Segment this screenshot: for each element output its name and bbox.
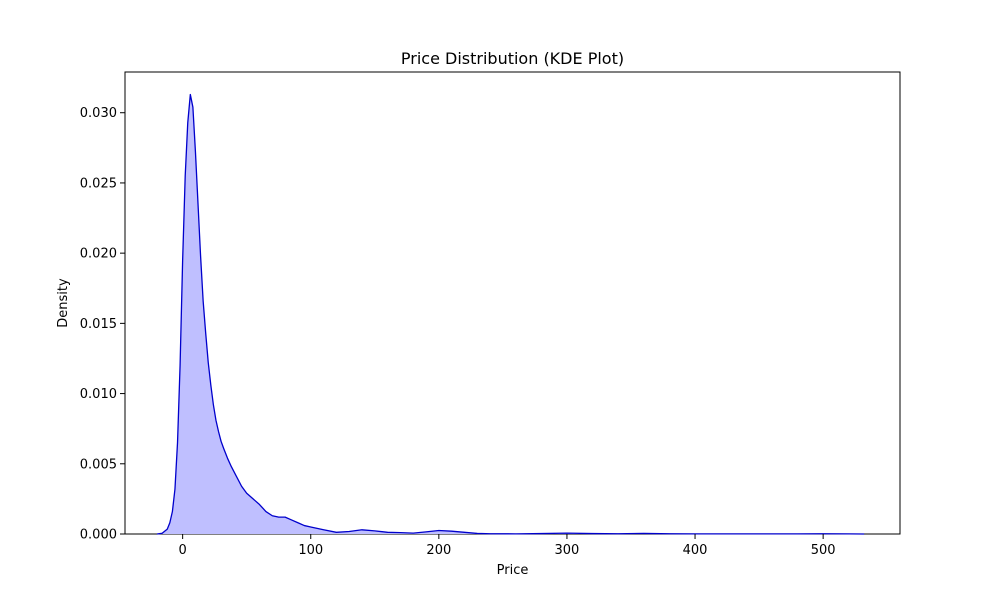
x-tick-label: 0: [179, 543, 187, 558]
y-axis-ticks: 0.000 0.005 0.010 0.015 0.020 0.025 0.030: [80, 106, 125, 543]
density-curve-line: [156, 93, 865, 535]
x-tick-label: 100: [298, 543, 323, 558]
density-series: [156, 93, 865, 535]
x-axis-ticks: 0 100 200 300 400 500: [179, 534, 836, 558]
plot-area: 0 100 200 300 400 500 0.0000.0050.0100.0150.0…: [80, 71, 901, 558]
y-tick-label: 0.005: [80, 457, 117, 472]
x-tick-label: 400: [683, 543, 708, 558]
x-tick-label: 500: [811, 543, 836, 558]
x-axis-label: Price: [497, 563, 529, 578]
y-tick-label: 0.025: [80, 176, 117, 191]
density-fill-area: [157, 94, 865, 534]
x-tick-label: 300: [555, 543, 580, 558]
y-tick-label: 0.010: [80, 387, 117, 402]
y-axis-label: Density: [56, 278, 71, 328]
y-tick-label: 0.030: [80, 106, 117, 121]
y-tick-label: 0.000: [80, 528, 117, 543]
plot-frame: [124, 71, 901, 535]
x-tick-label: 200: [426, 543, 451, 558]
y-tick-label: 0.020: [80, 247, 117, 262]
chart-title: Price Distribution (KDE Plot): [401, 49, 624, 68]
y-tick-label: 0.015: [80, 317, 117, 332]
